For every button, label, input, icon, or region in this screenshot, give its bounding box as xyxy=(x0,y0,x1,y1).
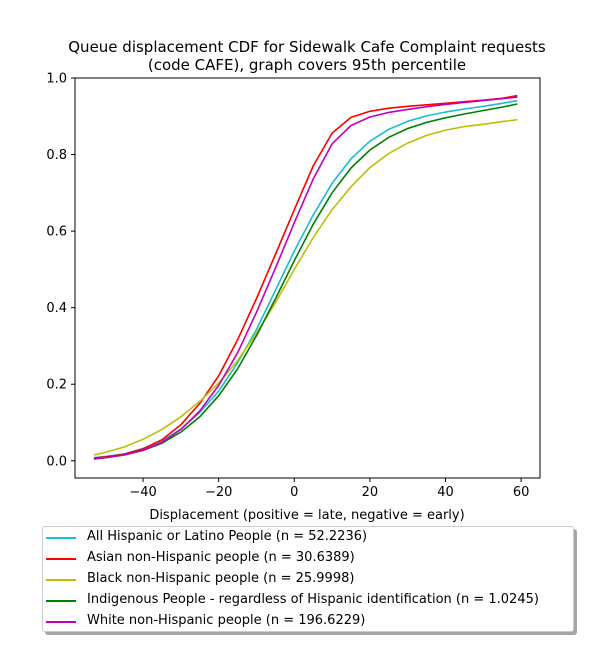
series-line-hispanic xyxy=(93,99,518,459)
legend-item-indigenous: Indigenous People - regardless of Hispan… xyxy=(43,591,573,611)
y-tick-label: 0.6 xyxy=(46,225,67,240)
plot-area xyxy=(74,77,541,479)
x-tick-label: 20 xyxy=(362,485,379,500)
legend-label-indigenous: Indigenous People - regardless of Hispan… xyxy=(87,592,539,607)
legend-item-black: Black non-Hispanic people (n = 25.9998) xyxy=(43,570,573,590)
legend-label-hispanic: All Hispanic or Latino People (n = 52.22… xyxy=(87,529,368,544)
chart-title: Queue displacement CDF for Sidewalk Cafe… xyxy=(68,38,546,74)
x-tick-label: −40 xyxy=(129,485,156,500)
legend-item-white: White non-Hispanic people (n = 196.6229) xyxy=(43,612,573,632)
series-layer xyxy=(93,94,518,460)
chart-title-line-1: Queue displacement CDF for Sidewalk Cafe… xyxy=(68,38,546,56)
legend-swatch-hispanic xyxy=(46,537,76,539)
series-line-indigenous xyxy=(93,103,518,460)
x-axis-label: Displacement (positive = late, negative … xyxy=(149,508,464,523)
chart-title-line-2: (code CAFE), graph covers 95th percentil… xyxy=(148,56,466,74)
series-line-black xyxy=(93,118,518,456)
legend-label-black: Black non-Hispanic people (n = 25.9998) xyxy=(87,571,355,586)
y-tick-label: 0.2 xyxy=(46,378,67,393)
x-tick-label: 0 xyxy=(290,485,298,500)
x-tick-label: 60 xyxy=(513,485,530,500)
legend-swatch-white xyxy=(46,621,76,623)
series-line-asian xyxy=(93,94,518,459)
legend-label-white: White non-Hispanic people (n = 196.6229) xyxy=(87,613,366,628)
x-axis-ticks: −40 −20 0 20 40 60 xyxy=(129,478,529,500)
series-line-white xyxy=(93,96,518,460)
y-tick-label: 0.4 xyxy=(46,301,67,316)
legend-label-asian: Asian non-Hispanic people (n = 30.6389) xyxy=(87,550,355,565)
y-tick-label: 0.8 xyxy=(46,148,67,163)
y-axis-ticks: 0.0 0.2 0.4 0.6 0.8 1.0 xyxy=(46,72,75,469)
y-tick-label: 1.0 xyxy=(46,72,67,87)
x-tick-label: 40 xyxy=(437,485,454,500)
legend-swatch-asian xyxy=(46,558,76,560)
legend-swatch-indigenous xyxy=(46,600,76,602)
legend-item-asian: Asian non-Hispanic people (n = 30.6389) xyxy=(43,549,573,569)
y-tick-label: 0.0 xyxy=(46,454,67,469)
legend-item-hispanic: All Hispanic or Latino People (n = 52.22… xyxy=(43,528,573,548)
legend: All Hispanic or Latino People (n = 52.22… xyxy=(42,526,574,632)
x-tick-label: −20 xyxy=(205,485,232,500)
legend-swatch-black xyxy=(46,579,76,581)
